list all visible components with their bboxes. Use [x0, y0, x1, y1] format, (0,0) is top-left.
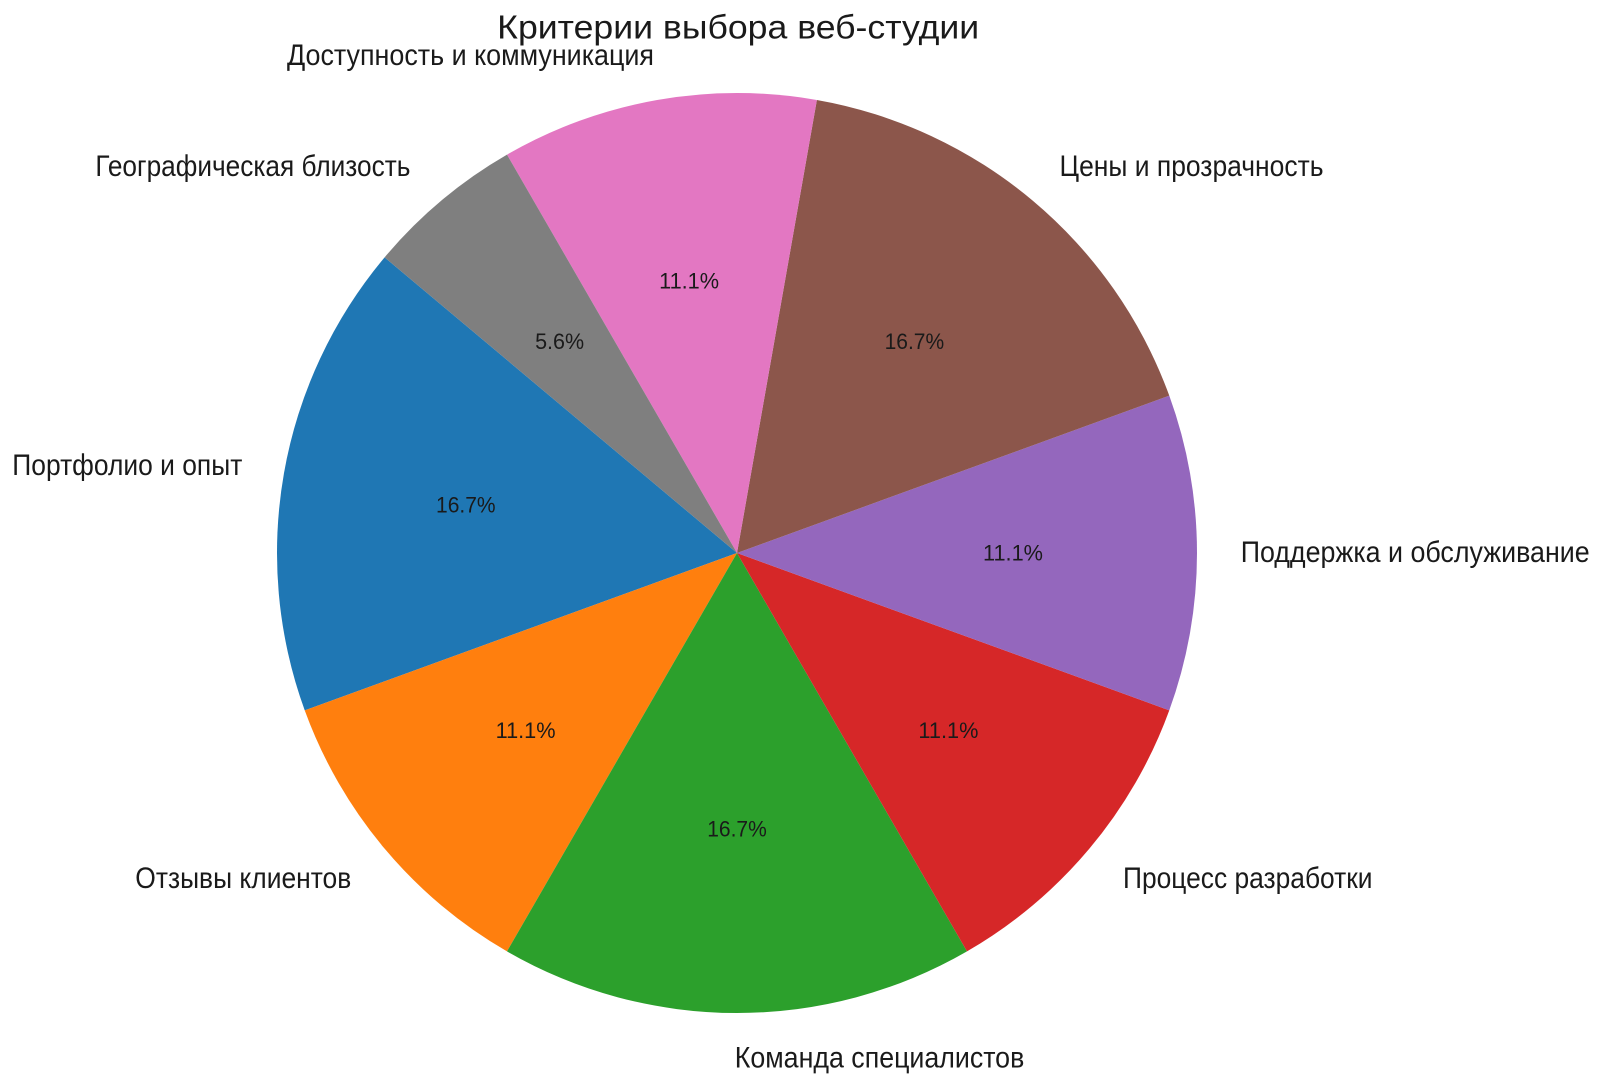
svg-text:11.1%: 11.1%	[918, 718, 978, 743]
svg-text:16.7%: 16.7%	[885, 329, 945, 354]
svg-text:Критерии выбора веб-студии: Критерии выбора веб-студии	[497, 10, 979, 47]
svg-text:Процесс разработки: Процесс разработки	[1123, 862, 1373, 895]
svg-text:5.6%: 5.6%	[535, 329, 584, 354]
svg-text:Отзывы клиентов: Отзывы клиентов	[135, 862, 351, 895]
svg-text:16.7%: 16.7%	[707, 816, 767, 841]
svg-text:16.7%: 16.7%	[436, 493, 496, 518]
svg-text:Географическая близость: Географическая близость	[95, 150, 410, 183]
svg-text:Поддержка и обслуживание: Поддержка и обслуживание	[1241, 536, 1590, 569]
svg-text:Цены и прозрачность: Цены и прозрачность	[1060, 150, 1324, 183]
svg-text:Портфолио и опыт: Портфолио и опыт	[12, 449, 242, 482]
svg-text:11.1%: 11.1%	[659, 269, 719, 294]
svg-text:11.1%: 11.1%	[496, 718, 556, 743]
svg-text:Доступность и коммуникация: Доступность и коммуникация	[287, 39, 654, 72]
svg-text:Команда специалистов: Команда специалистов	[735, 1042, 1025, 1075]
svg-text:11.1%: 11.1%	[983, 540, 1043, 565]
